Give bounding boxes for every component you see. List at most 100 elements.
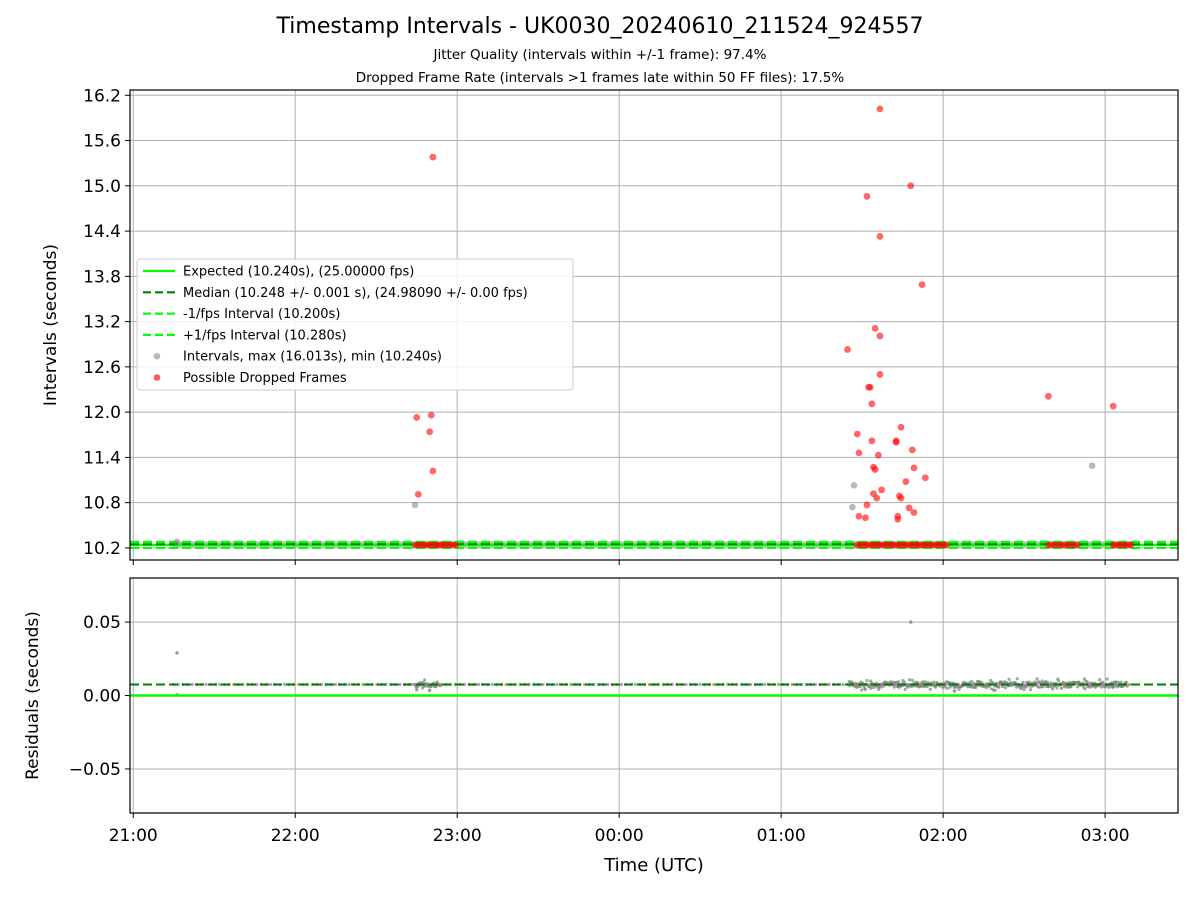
legend-label: +1/fps Interval (10.280s) (183, 328, 347, 343)
top-panel-ytick-label: 16.2 (83, 86, 121, 106)
residual-point (1035, 677, 1039, 681)
residual-point (991, 681, 995, 685)
top-panel-ytick-label: 12.6 (83, 358, 121, 378)
residual-point (1027, 680, 1031, 684)
residual-point (974, 685, 978, 689)
dropped-frame-point (868, 400, 876, 408)
dropped-frame-point (897, 494, 905, 502)
interval-point (1088, 462, 1096, 469)
residual-point (989, 678, 993, 683)
residual-point (928, 687, 932, 691)
dropped-frame-point (942, 541, 950, 549)
residual-point (423, 678, 427, 682)
residual-point (1059, 686, 1064, 690)
residual-point (902, 680, 907, 684)
residual-point (865, 678, 869, 683)
residual-point (490, 682, 494, 687)
dropped-frame-point (452, 541, 459, 549)
residual-point (204, 682, 208, 687)
dropped-frame-point (874, 451, 882, 459)
dropped-frame-point (892, 438, 900, 446)
dropped-frame-point (878, 486, 885, 494)
residual-point (1105, 677, 1109, 681)
dropped-frame-point (863, 501, 871, 509)
legend-item: +1/fps Interval (10.280s) (143, 328, 347, 343)
bottom-panel-x-axis (132, 813, 1106, 818)
legend-item: Possible Dropped Frames (153, 371, 347, 386)
top-panel-ytick-label: 10.8 (83, 494, 121, 514)
dropped-frame-point (1127, 541, 1135, 549)
residual-point (1098, 677, 1102, 682)
residual-point (1015, 677, 1019, 681)
dropped-frame-point (853, 430, 861, 438)
top-panel-frame (129, 89, 1179, 561)
residual-point (1028, 687, 1033, 692)
dropped-frame-point (426, 428, 434, 436)
residual-point (619, 682, 624, 687)
residual-point (1055, 686, 1059, 690)
dropped-frame-point (921, 474, 929, 482)
residual-point (504, 682, 508, 687)
residual-outlier-point (427, 688, 432, 693)
residual-point (476, 682, 481, 687)
residual-point (684, 682, 688, 687)
legend: Expected (10.240s), (25.00000 fps) Median… (136, 258, 574, 391)
residual-point (997, 685, 1001, 689)
legend-label: Expected (10.240s), (25.00000 fps) (183, 265, 414, 280)
chart-title: Timestamp Intervals - UK0030_20240610_21… (276, 14, 924, 39)
residual-point (932, 680, 936, 684)
xtick-label: 01:00 (757, 826, 806, 846)
residual-point (841, 682, 845, 687)
dropped-frame-point (876, 105, 884, 113)
dropped-frame-point (855, 449, 863, 457)
residual-point (910, 678, 915, 682)
residual-point (1049, 682, 1053, 687)
residual-point (1085, 680, 1089, 684)
x-axis-label: Time (UTC) (603, 855, 704, 876)
dropped-frame-point (863, 192, 871, 200)
xtick-label: 02:00 (919, 826, 968, 846)
residual-point (1063, 682, 1067, 687)
residual-outlier-point (952, 689, 957, 693)
residual-point (1007, 677, 1011, 681)
residual-point (398, 682, 402, 687)
dropped-frame-point (910, 509, 918, 516)
top-panel-ytick-label: 15.6 (83, 132, 121, 152)
dropped-frame-point (902, 478, 910, 485)
residual-point (412, 682, 416, 687)
top-panel-y-label: Intervals (seconds) (41, 244, 61, 406)
residual-outlier-point (175, 651, 179, 655)
residual-point (948, 685, 952, 689)
top-panel-ytick-label: 13.2 (83, 313, 121, 333)
residual-point (827, 682, 831, 687)
residual-point (426, 682, 430, 687)
dropped-frame-point (855, 512, 863, 520)
dropped-frame-point (873, 494, 881, 502)
interval-point (411, 501, 419, 509)
residual-point (1022, 687, 1026, 692)
dropped-frame-point (871, 324, 879, 332)
residual-point (1116, 680, 1120, 684)
residual-point (190, 682, 194, 687)
dropped-frame-point (908, 446, 916, 454)
dropped-frame-point (414, 490, 422, 498)
residual-point (1021, 680, 1025, 684)
dropped-frame-point (861, 514, 869, 522)
dropped-frame-point (1074, 541, 1081, 549)
residual-point (541, 682, 545, 687)
residual-point (945, 686, 949, 690)
dropped-frame-point (429, 153, 437, 161)
dropped-frame-point (871, 466, 879, 473)
legend-marker-swatch (153, 374, 161, 381)
residual-point (269, 682, 273, 687)
dropped-frame-point (897, 423, 905, 431)
top-panel-ytick-label: 14.4 (83, 222, 121, 242)
dropped-frame-point (907, 182, 915, 190)
residual-point (896, 680, 901, 684)
residual-point (869, 686, 873, 691)
legend-item: Median (10.248 +/- 0.001 s), (24.98090 +… (143, 286, 528, 301)
residual-point (1113, 682, 1118, 687)
dropped-frame-point (429, 467, 437, 475)
residual-point (970, 682, 974, 687)
